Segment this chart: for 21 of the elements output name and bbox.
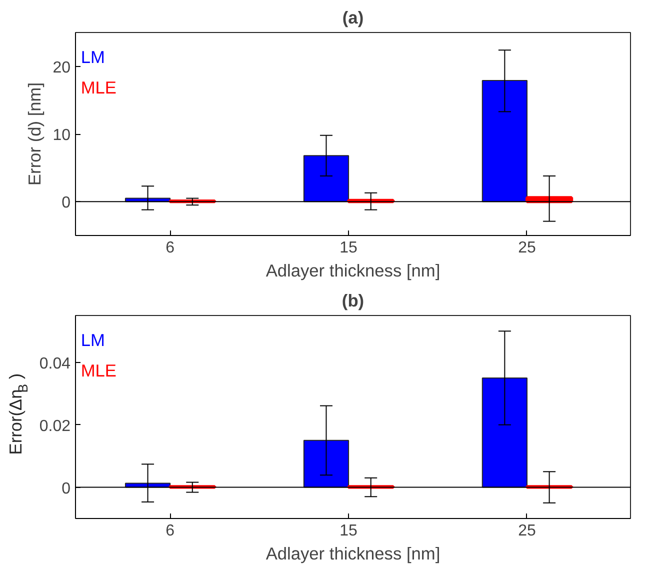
x-tick-label: 6	[166, 522, 175, 540]
y-tick-label: 0	[62, 480, 71, 498]
y-tick-label: 0	[62, 194, 71, 212]
x-tick-label: 25	[518, 240, 536, 256]
y-tick-label: 0.02	[39, 418, 71, 435]
x-tick-label: 25	[518, 522, 536, 540]
text: MLE	[80, 77, 116, 98]
x-tick-label: 6	[166, 240, 175, 256]
text: LM	[80, 330, 105, 350]
y-tick-label: 0.04	[39, 355, 71, 372]
chart-title: (a)	[342, 8, 364, 28]
y-tick-label: 20	[52, 59, 71, 76]
y-tick-label: 10	[52, 127, 71, 144]
y-axis-title: Error (d) [nm]	[24, 82, 45, 186]
x-axis-title: Adlayer thickness [nm]	[266, 260, 440, 280]
text: MLE	[80, 360, 116, 380]
x-axis-title: Adlayer thickness [nm]	[266, 544, 440, 564]
x-tick-label: 15	[340, 240, 358, 256]
text: LM	[80, 47, 105, 68]
x-tick-label: 15	[340, 522, 358, 540]
chart-title: (b)	[342, 290, 364, 310]
